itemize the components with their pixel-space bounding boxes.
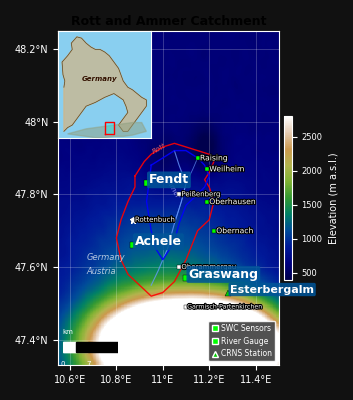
Text: Garmisch-Partenkirchen: Garmisch-Partenkirchen	[187, 304, 263, 310]
Text: Achele: Achele	[135, 235, 182, 248]
Text: Obernach: Obernach	[216, 226, 253, 235]
Y-axis label: Elevation (m a.s.l.): Elevation (m a.s.l.)	[328, 152, 338, 244]
Text: Germany: Germany	[86, 253, 125, 262]
Text: Fendt: Fendt	[149, 173, 189, 186]
Text: Graswang: Graswang	[189, 268, 258, 281]
Text: Austria: Austria	[86, 267, 116, 276]
Text: Oberhausen: Oberhausen	[209, 197, 256, 206]
Text: Ammer: Ammer	[163, 174, 181, 199]
Text: Weilheim: Weilheim	[209, 164, 245, 173]
Text: Raising: Raising	[200, 153, 228, 162]
Text: Peißenberg: Peißenberg	[181, 191, 220, 197]
Text: Rottenbuch: Rottenbuch	[135, 217, 175, 223]
Legend: SWC Sensors, River Gauge, CRNS Station: SWC Sensors, River Gauge, CRNS Station	[208, 321, 275, 362]
Text: Rott: Rott	[151, 143, 167, 155]
Text: Esterbergalm: Esterbergalm	[230, 284, 314, 294]
Text: Oberammergau: Oberammergau	[181, 264, 236, 270]
Title: Rott and Ammer Catchment: Rott and Ammer Catchment	[71, 15, 267, 28]
Text: Rottenbuch: Rottenbuch	[135, 217, 175, 223]
